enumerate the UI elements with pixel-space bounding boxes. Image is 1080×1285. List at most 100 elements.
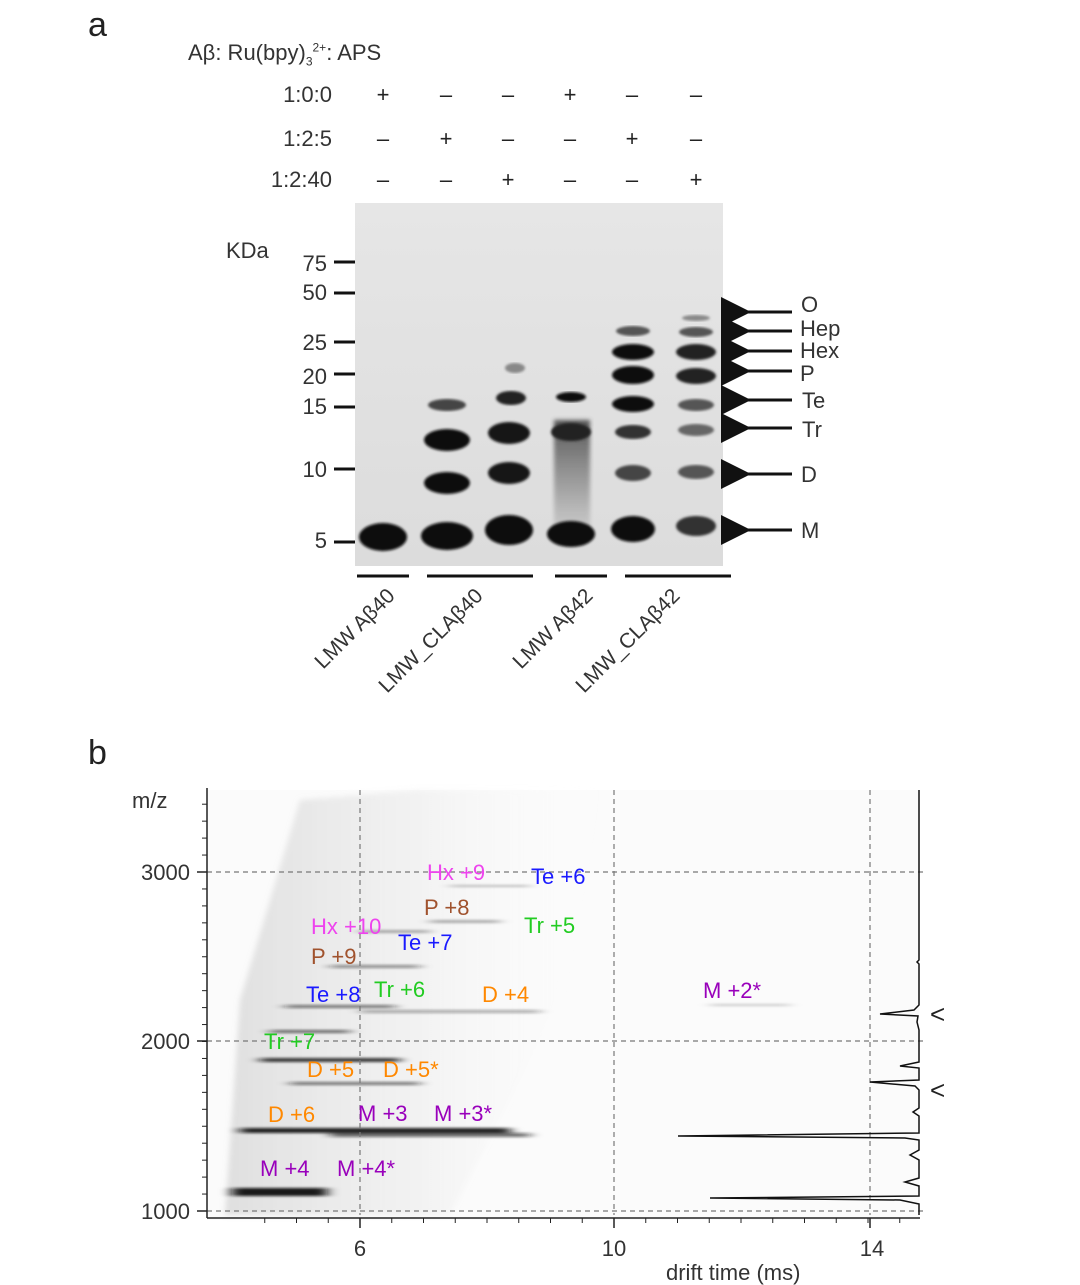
ims-streak <box>290 1082 420 1085</box>
sign: + <box>625 126 639 151</box>
ims-streak <box>360 1010 540 1013</box>
species-label: Tr +6 <box>374 977 425 1002</box>
sign: – <box>563 126 577 151</box>
gel-band <box>611 516 655 542</box>
sign: + <box>439 126 453 151</box>
species-label: Te +7 <box>398 930 452 955</box>
species-label: M +4 <box>260 1156 310 1181</box>
panel-a-letter: a <box>88 6 107 44</box>
species-label: P +9 <box>311 944 356 969</box>
band-label: Tr <box>802 417 822 442</box>
sign: – <box>689 82 703 107</box>
ims-streak <box>360 930 430 933</box>
x-axis-label: drift time (ms) <box>666 1260 800 1285</box>
gel-band <box>424 429 470 451</box>
gel-band <box>679 327 713 337</box>
marker-label: 50 <box>303 280 327 305</box>
species-label: P +8 <box>424 895 469 920</box>
gel-band <box>612 396 654 412</box>
sign: – <box>563 167 577 192</box>
gel-band <box>556 392 586 402</box>
sign: + <box>563 82 577 107</box>
gel-band <box>428 399 466 411</box>
mass-spectrum-trace <box>677 790 920 1215</box>
condition-label: 1:2:40 <box>270 167 332 192</box>
x-tick-label: 6 <box>354 1236 366 1261</box>
gel-band <box>676 368 716 384</box>
species-label: Te +6 <box>531 864 585 889</box>
band-label: P <box>800 361 815 386</box>
lane-group-label: LMW Aβ40 <box>310 584 399 673</box>
x-tick-label: 14 <box>860 1236 884 1261</box>
band-label: Hep <box>800 316 840 341</box>
ims-streak <box>285 1005 395 1008</box>
sign: – <box>439 82 453 107</box>
y-tick-label: 1000 <box>141 1199 190 1224</box>
y-axis-label: m/z <box>132 788 167 813</box>
condition-label: 1:2:5 <box>283 126 332 151</box>
condition-label: 1:0:0 <box>283 82 332 107</box>
gel-figure: KDa 75 50 25 20 15 10 5 O Hep Hex P Te T… <box>226 203 840 697</box>
gel-band <box>547 521 595 547</box>
marker-label: 5 <box>315 528 327 553</box>
species-label: D +5 <box>307 1057 354 1082</box>
ims-streak <box>240 1128 510 1133</box>
sign: – <box>625 82 639 107</box>
band-label: O <box>801 292 818 317</box>
band-label: Hex <box>800 338 839 363</box>
species-label: M +3 <box>358 1101 408 1126</box>
signal-haze <box>225 790 600 1215</box>
sign: – <box>625 167 639 192</box>
gel-band <box>424 472 470 494</box>
species-label: D +5* <box>383 1057 439 1082</box>
gel-band <box>485 515 533 545</box>
ratio-header-prefix: Aβ: Ru(bpy) <box>188 40 306 65</box>
sign: + <box>689 167 703 192</box>
gel-band <box>676 516 716 536</box>
y-tick-label: 2000 <box>141 1029 190 1054</box>
ratio-header: Aβ: Ru(bpy)32+: APS <box>188 40 381 68</box>
kda-label: KDa <box>226 238 270 263</box>
species-label: D +6 <box>268 1102 315 1127</box>
gel-band <box>682 315 710 321</box>
gel-band <box>676 344 716 360</box>
x-tick-label: 10 <box>602 1236 626 1261</box>
species-label: Te +8 <box>306 982 360 1007</box>
gel-band <box>488 422 530 444</box>
sign: – <box>439 167 453 192</box>
band-label: Te <box>802 388 825 413</box>
gel-band <box>488 462 530 484</box>
gel-band <box>616 326 650 336</box>
sign: – <box>689 126 703 151</box>
gel-band <box>359 523 407 551</box>
species-label: D +4 <box>482 982 529 1007</box>
species-label: M +4* <box>337 1156 396 1181</box>
species-label: M +3* <box>434 1101 493 1126</box>
gel-band <box>496 391 526 405</box>
marker-label: 10 <box>303 457 327 482</box>
species-label: Hx +9 <box>427 860 485 885</box>
ims-streak <box>232 1188 327 1196</box>
gel-band <box>678 399 714 411</box>
panel-b-letter: b <box>88 734 107 772</box>
marker-label: 20 <box>303 364 327 389</box>
marker-label: 15 <box>303 394 327 419</box>
species-label: Hx +10 <box>311 914 381 939</box>
species-label: M +2* <box>703 978 762 1003</box>
species-label: Tr +7 <box>264 1029 315 1054</box>
ims-streak <box>330 965 420 968</box>
gel-band <box>678 465 714 479</box>
peak-marker: < <box>930 1075 945 1105</box>
band-label: D <box>801 462 817 487</box>
y-tick-label: 3000 <box>141 860 190 885</box>
ims-streak <box>330 1133 530 1137</box>
ims-streak <box>710 1004 790 1006</box>
gel-background <box>355 203 723 566</box>
ratio-header-sub: 3 <box>305 54 313 69</box>
sign: – <box>376 167 390 192</box>
lane-group-label: LMW Aβ42 <box>508 584 597 673</box>
peak-marker: < <box>930 999 945 1029</box>
sign: + <box>376 82 390 107</box>
gel-band <box>612 344 654 360</box>
ims-streak <box>260 1058 400 1062</box>
